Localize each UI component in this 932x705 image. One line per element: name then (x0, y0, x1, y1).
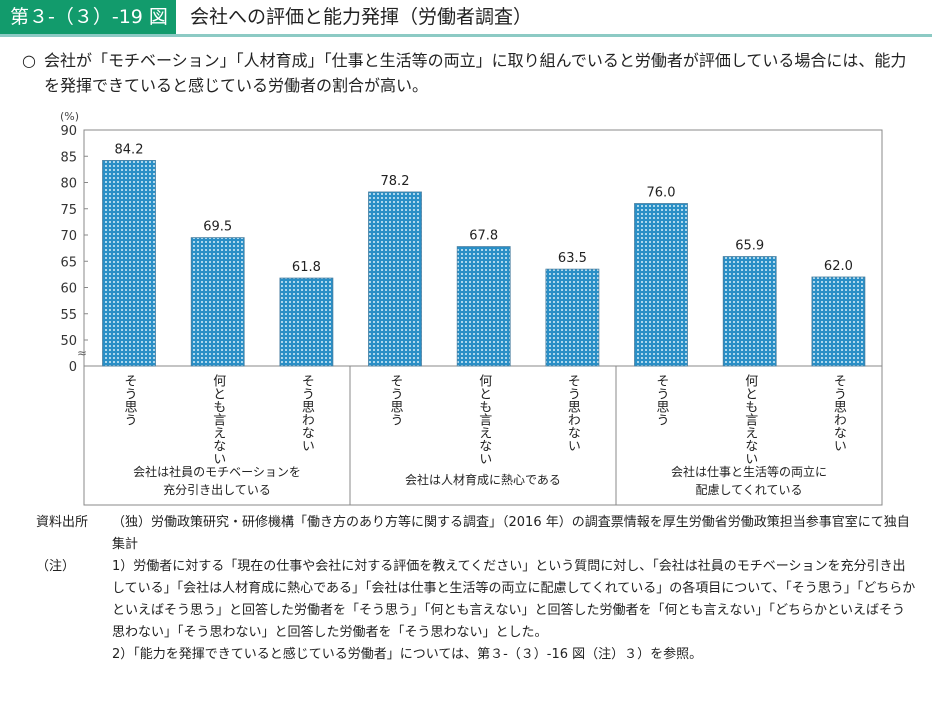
source-label: 資料出所 (36, 515, 89, 530)
lead-sentence: 会社が「モチベーション」「人材育成」「仕事と生活等の両立」に取り組んでいると労働… (44, 51, 907, 95)
bullet-icon: ○ (22, 51, 36, 70)
group-label: 充分引き出している (163, 482, 271, 497)
group-label: 会社は社員のモチベーションを (133, 464, 301, 479)
bar (368, 191, 422, 367)
y-tick-label: 55 (60, 308, 77, 323)
category-label: 何とも言えない (476, 373, 492, 465)
figure-header: 第３-（３）-19 図 会社への評価と能力発揮（労働者調査） (0, 0, 932, 37)
data-label: 69.5 (203, 220, 232, 235)
y-tick-label: 70 (60, 229, 77, 244)
data-label: 78.2 (381, 174, 410, 189)
bar (279, 277, 334, 367)
category-label: そう思う (654, 374, 670, 426)
note-label: （注） (36, 559, 76, 574)
bar (102, 160, 156, 367)
bar (811, 276, 866, 367)
data-label: 65.9 (735, 239, 764, 254)
y-tick-label: 80 (60, 177, 77, 192)
source-text: （独）労働政策研究・研修機構「働き方のあり方等に関する調査」（2016 年）の調… (112, 515, 910, 552)
figure-title: 会社への評価と能力発揮（労働者調査） (190, 6, 533, 28)
y-tick-label: 65 (60, 255, 77, 270)
y-axis-unit: (%) (60, 110, 79, 123)
bar (190, 237, 245, 367)
note-row-2: 2）「能力を発揮できていると感じている労働者」については、第３-（３）-16 図… (36, 644, 916, 666)
category-label: 何とも言えない (210, 373, 226, 465)
category-label: そう思わない (299, 374, 315, 452)
data-label: 76.0 (647, 186, 676, 201)
notes: 資料出所 （独）労働政策研究・研修機構「働き方のあり方等に関する調査」（2016 … (36, 512, 916, 666)
category-label: 何とも言えない (742, 373, 758, 465)
y-tick-label: 90 (60, 124, 77, 139)
source-row: 資料出所 （独）労働政策研究・研修機構「働き方のあり方等に関する調査」（2016 … (36, 512, 916, 556)
bar (722, 256, 777, 367)
category-label: そう思わない (565, 374, 581, 452)
category-label: そう思う (388, 374, 404, 426)
note-2: 2）「能力を発揮できていると感じている労働者」については、第３-（３）-16 図… (112, 647, 703, 662)
group-label: 配慮してくれている (696, 483, 803, 497)
y-tick-label: 85 (60, 150, 77, 165)
data-label: 62.0 (824, 259, 853, 274)
y-tick-label: 75 (60, 203, 77, 218)
bar (634, 203, 688, 367)
plot-frame (83, 129, 883, 506)
bar-chart: (%) 0 50 55 60 65 70 75 80 85 90 ≈84.2 そう思う 69.5 何とも言え… (60, 110, 883, 506)
axis-break-icon: ≈ (77, 346, 87, 360)
data-label: 84.2 (115, 142, 144, 157)
note-row-1: （注） 1）労働者に対する「現在の仕事や会社に対する評価を教えてください」という質… (36, 556, 916, 644)
note-1: 1）労働者に対する「現在の仕事や会社に対する評価を教えてください」という質問に対… (112, 559, 916, 640)
data-label: 63.5 (558, 251, 587, 266)
data-label: 67.8 (469, 229, 498, 244)
y-tick-label: 60 (60, 282, 77, 297)
y-tick-label: 0 (69, 360, 77, 375)
group-label: 会社は仕事と生活等の両立に (671, 464, 827, 479)
category-label: そう思わない (831, 374, 847, 452)
bar (456, 246, 511, 367)
category-label: そう思う (122, 374, 138, 426)
y-tick-label: 50 (60, 334, 77, 349)
data-label: 61.8 (292, 260, 321, 275)
lead-text: ○ 会社が「モチベーション」「人材育成」「仕事と生活等の両立」に取り組んでいると… (22, 48, 922, 98)
group-label: 会社は人材育成に熱心である (405, 472, 561, 487)
figure-number: 第３-（３）-19 図 (0, 0, 176, 34)
bar (545, 268, 600, 367)
